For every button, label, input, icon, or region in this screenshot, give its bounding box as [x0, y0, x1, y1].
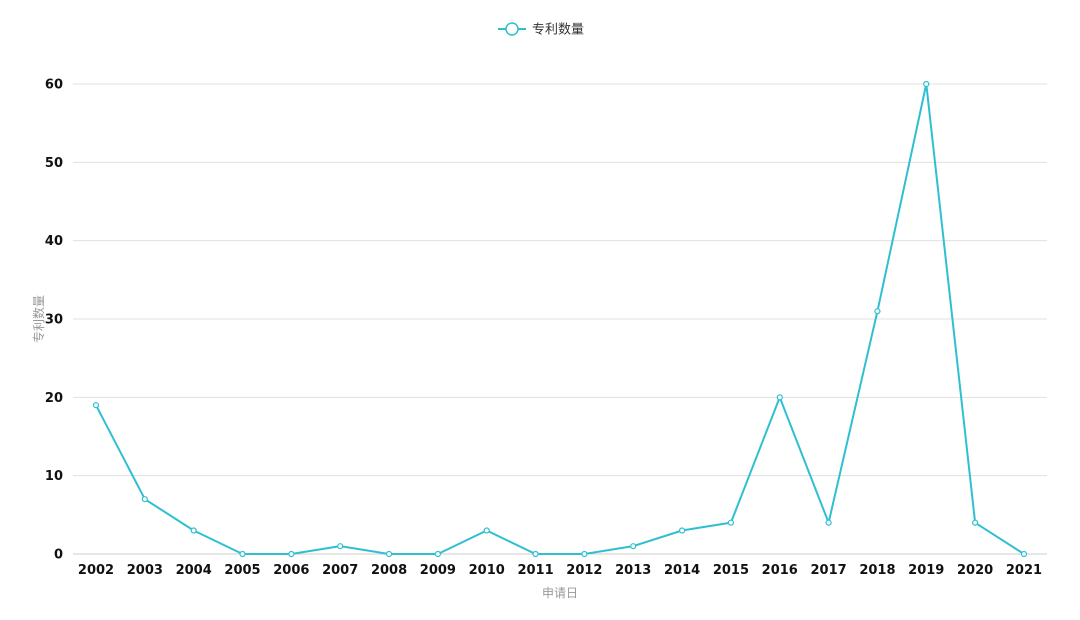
x-tick-label: 2014 [664, 563, 700, 578]
legend-marker [505, 22, 519, 36]
y-tick-label: 30 [45, 313, 63, 328]
series-line [95, 83, 1025, 555]
y-tick-label: 50 [45, 156, 63, 171]
data-point[interactable] [532, 550, 539, 558]
data-point[interactable] [678, 527, 686, 534]
x-tick-label: 2021 [1006, 563, 1042, 578]
data-point[interactable] [288, 550, 295, 558]
data-point[interactable] [874, 308, 881, 315]
x-tick-label: 2009 [420, 563, 456, 578]
data-point[interactable] [727, 519, 735, 526]
data-point[interactable] [1020, 550, 1028, 558]
x-tick-label: 2005 [224, 563, 260, 578]
x-tick-label: 2007 [322, 563, 358, 578]
x-tick-label: 2008 [371, 563, 407, 578]
x-tick-label: 2019 [908, 563, 944, 578]
data-point[interactable] [92, 402, 100, 409]
data-point[interactable] [630, 543, 637, 550]
data-point[interactable] [972, 519, 979, 526]
x-tick-label: 2010 [469, 563, 505, 578]
data-point[interactable] [483, 527, 490, 534]
series-layer [92, 80, 1028, 558]
y-tick-label: 10 [45, 469, 63, 484]
data-point[interactable] [434, 550, 441, 558]
x-tick-label: 2003 [127, 563, 163, 578]
legend[interactable]: 专利数量 [498, 22, 584, 38]
x-tick-label: 2016 [762, 563, 798, 578]
x-tick-label: 2011 [517, 563, 553, 578]
data-point[interactable] [141, 496, 148, 503]
data-point[interactable] [239, 550, 246, 558]
grid-lines [73, 83, 1047, 477]
y-axis-title: 专利数量 [31, 295, 46, 343]
data-point[interactable] [923, 80, 930, 88]
x-tick-label: 2020 [957, 563, 993, 578]
x-tick-labels: 2002 2003 2004 2005 2006 2007 2008 2009 2010 2011… [78, 563, 1042, 578]
legend-label: 专利数量 [532, 23, 584, 38]
data-point[interactable] [337, 543, 344, 550]
y-tick-label: 40 [45, 234, 63, 249]
x-tick-label: 2013 [615, 563, 651, 578]
x-tick-label: 2004 [176, 563, 212, 578]
x-axis-title: 申请日 [542, 586, 578, 600]
y-tick-labels: 0 10 20 30 40 50 60 [45, 78, 63, 563]
data-point[interactable] [825, 519, 832, 526]
y-tick-label: 0 [54, 548, 63, 563]
y-tick-label: 60 [45, 78, 63, 93]
x-tick-label: 2018 [859, 563, 895, 578]
data-point[interactable] [385, 550, 393, 558]
data-point[interactable] [776, 394, 783, 401]
data-point[interactable] [581, 550, 588, 558]
data-point[interactable] [190, 527, 197, 534]
x-tick-label: 2015 [713, 563, 749, 578]
x-tick-label: 2012 [566, 563, 602, 578]
x-tick-label: 2017 [811, 563, 847, 578]
x-tick-label: 2006 [273, 563, 309, 578]
y-tick-label: 20 [45, 391, 63, 406]
x-tick-label: 2002 [78, 563, 114, 578]
